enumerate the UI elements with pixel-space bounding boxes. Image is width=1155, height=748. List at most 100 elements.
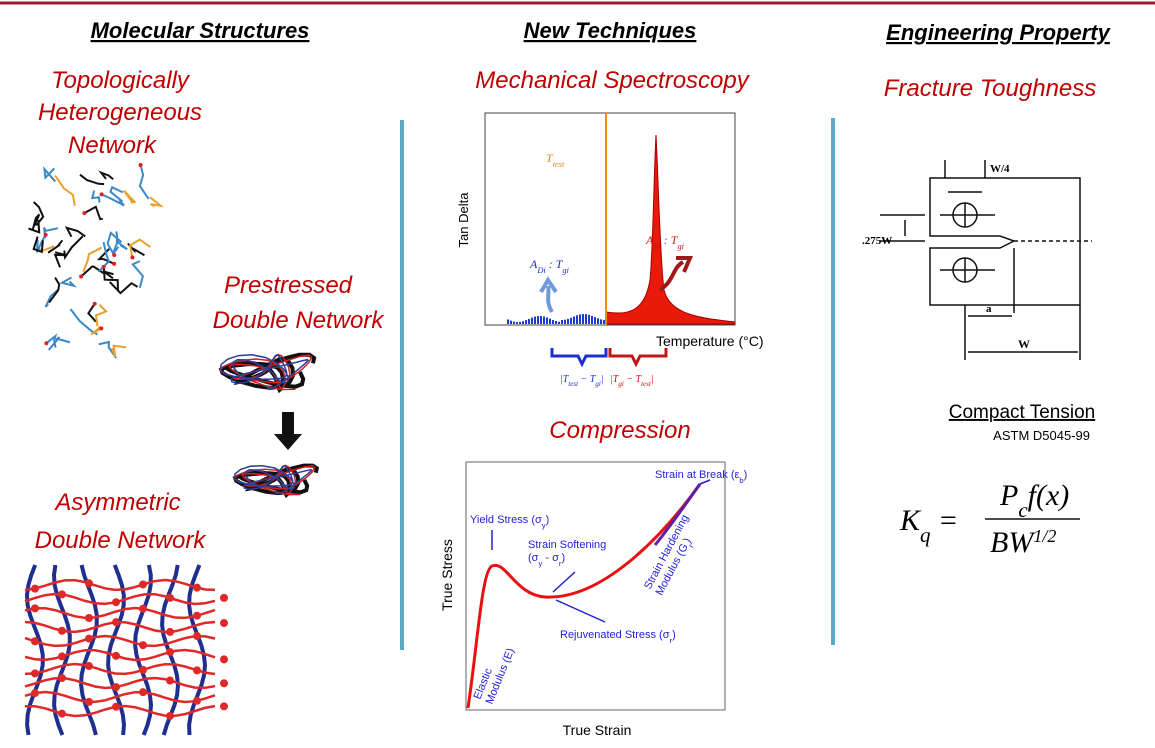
chain xyxy=(80,175,104,184)
junction xyxy=(85,662,93,670)
chain xyxy=(124,191,135,203)
formula: Kq = Pcf(x) BW1/2 xyxy=(899,479,1080,559)
text-run: = xyxy=(931,504,959,537)
text-run: Strain at Break (ε xyxy=(655,469,739,481)
junction xyxy=(220,619,228,627)
text-run: q xyxy=(920,523,931,547)
svg-text:Kq =: Kq = xyxy=(899,504,958,547)
spectrum-bar xyxy=(525,320,527,324)
junction xyxy=(193,697,201,705)
annotation: Strain Softening(σy - σr) xyxy=(528,539,606,568)
junction xyxy=(85,698,93,706)
annotation: ABi : Tgi xyxy=(645,233,685,251)
spectrum-bar xyxy=(549,319,551,324)
text-run: : T xyxy=(661,233,679,247)
text-run: test xyxy=(553,160,565,169)
text-line: (σy - σr) xyxy=(528,552,565,568)
spectrum-bar xyxy=(540,316,542,324)
spectrum-bar xyxy=(513,322,515,324)
strand xyxy=(25,650,215,660)
text-line: Strain Softening xyxy=(528,539,606,551)
chain xyxy=(84,207,102,219)
dimension: W/4 xyxy=(990,163,1010,175)
network-illustration xyxy=(29,163,161,358)
text-run: ) xyxy=(561,552,565,564)
junction xyxy=(112,703,120,711)
chain xyxy=(48,240,62,252)
label: Prestressed xyxy=(224,272,353,299)
spectrum-bar xyxy=(534,317,536,324)
junction xyxy=(31,689,39,697)
spectrum-bar xyxy=(519,322,521,324)
junction xyxy=(220,679,228,687)
spectrum-bar xyxy=(588,315,590,324)
junction xyxy=(31,637,39,645)
column-header: Molecular Structures xyxy=(91,18,310,43)
chain xyxy=(71,309,98,334)
strand xyxy=(25,622,215,632)
svg-text:Pcf(x): Pcf(x) xyxy=(999,479,1069,522)
spectrum-bar xyxy=(564,320,566,324)
spectrum-bar xyxy=(597,318,599,324)
chain xyxy=(44,169,55,182)
crosslink xyxy=(102,265,106,269)
spectrum-bar xyxy=(582,314,584,324)
spectrum-bar xyxy=(573,316,575,324)
text-run: BW xyxy=(990,526,1036,559)
axis-label: Tan Delta xyxy=(456,192,471,248)
text-run: − T xyxy=(578,374,597,385)
junction xyxy=(166,677,174,685)
crosslink xyxy=(44,233,48,237)
junction xyxy=(58,652,66,660)
label: Asymmetric xyxy=(53,489,180,516)
junction xyxy=(139,641,147,649)
junction xyxy=(58,710,66,718)
junction xyxy=(139,605,147,613)
junction xyxy=(139,666,147,674)
crosslink xyxy=(79,274,83,278)
axis-label: True Stress xyxy=(439,539,455,611)
text-run: Rejuvenated Stress (σ xyxy=(560,629,670,641)
chain xyxy=(96,305,106,326)
annotation: ElasticModulus (E) xyxy=(472,642,517,706)
annotation: Strain HardeningModulus (Gr) xyxy=(642,513,706,599)
text-run: gi xyxy=(562,266,569,275)
coil-illustration xyxy=(220,355,317,495)
spectrum-bar xyxy=(537,316,539,324)
strand xyxy=(25,678,215,688)
junction xyxy=(139,688,147,696)
text-run: | xyxy=(601,374,604,385)
junction xyxy=(220,594,228,602)
spectrum-bar xyxy=(603,320,605,324)
junction xyxy=(193,632,201,640)
section-title: Fracture Toughness xyxy=(884,75,1097,102)
label: Double Network xyxy=(213,307,386,334)
chain xyxy=(88,304,95,322)
spectrum-bar xyxy=(543,317,545,324)
junction xyxy=(112,683,120,691)
chain xyxy=(92,191,99,203)
strand xyxy=(25,594,215,604)
spectrum-bar xyxy=(522,321,524,324)
spectrum-bar xyxy=(558,322,560,324)
spectrum-bar xyxy=(546,317,548,324)
bracket xyxy=(552,348,606,364)
slide: Molecular Structures New Techniques Engi… xyxy=(0,0,1155,748)
chain xyxy=(133,261,143,288)
annotation: Ttest xyxy=(546,151,565,169)
crosslink xyxy=(112,262,116,266)
dimension: a xyxy=(986,303,992,315)
spectrum-bar xyxy=(579,314,581,324)
crosslink xyxy=(139,163,143,167)
spectrum-bar xyxy=(507,320,509,324)
text-run: K xyxy=(899,504,922,537)
spectrum-bar xyxy=(570,318,572,324)
column-header: Engineering Property xyxy=(886,20,1111,45)
label: Double Network xyxy=(35,527,208,554)
crosslink xyxy=(44,341,48,345)
junction xyxy=(139,580,147,588)
junction xyxy=(85,635,93,643)
text-run: f(x) xyxy=(1028,479,1070,512)
annotation: ADi : Tgi xyxy=(529,257,570,275)
strand xyxy=(25,664,215,674)
